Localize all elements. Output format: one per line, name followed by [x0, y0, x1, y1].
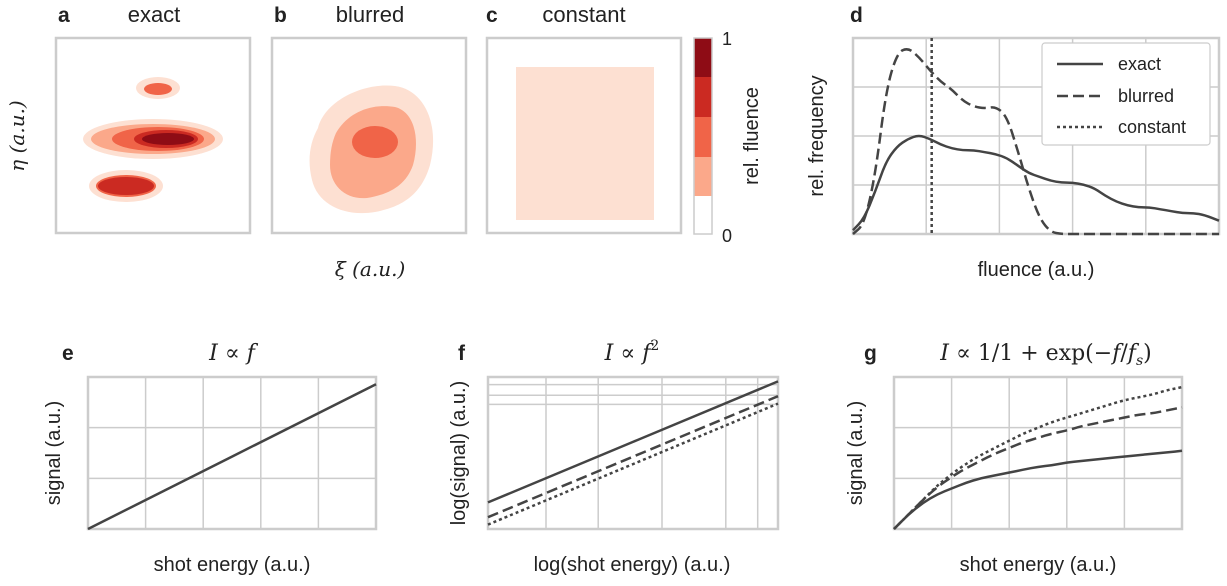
title-g-part: ∝ 1/1 + exp(−: [949, 341, 1112, 366]
contour-xlabel: ξ (a.u.): [335, 257, 406, 281]
panel-letter-c: c: [486, 4, 498, 27]
contour-blob: [144, 83, 172, 95]
title-g-part: s: [1136, 353, 1143, 369]
legend: exact blurred constant: [1041, 42, 1211, 146]
e-xlabel: shot energy (a.u.): [154, 554, 311, 576]
panel-g-plot: [892, 375, 1184, 531]
panel-title-a: exact: [128, 2, 181, 27]
legend-label-blurred: blurred: [1118, 86, 1174, 106]
series-exact: [87, 383, 377, 531]
title-e-part: f: [245, 341, 259, 366]
f-xlabel: log(shot energy) (a.u.): [534, 554, 731, 576]
legend-box: [1041, 42, 1211, 146]
title-g-part: ): [1143, 341, 1152, 366]
panel-title-e: I ∝ f: [208, 341, 259, 366]
panel-letter-a: a: [58, 4, 70, 27]
hist-xlabel: fluence (a.u.): [978, 259, 1095, 281]
colorbar: [693, 37, 713, 235]
panel-f-plot: [486, 375, 780, 531]
colorbar-tick-min: 0: [722, 226, 732, 246]
colorbar-level-4: [694, 38, 712, 77]
hist-ylabel: rel. frequency: [806, 75, 828, 196]
exact-fluence-contours: [83, 77, 223, 202]
contour-blob: [142, 133, 194, 145]
panel-title-g: I ∝ 1/1 + exp(−f/fs): [939, 341, 1151, 369]
title-f-part: I: [604, 341, 615, 366]
panel-letter-f: f: [458, 342, 466, 365]
colorbar-level-0: [694, 196, 712, 234]
panel-letter-b: b: [274, 4, 287, 27]
series-exact: [893, 449, 1183, 530]
panel-title-b: blurred: [336, 2, 404, 27]
g-xlabel: shot energy (a.u.): [960, 554, 1117, 576]
blurred-fluence-contours: [309, 85, 434, 214]
contour-blob: [98, 177, 154, 195]
legend-label-exact: exact: [1118, 54, 1161, 74]
colorbar-frame: [693, 37, 713, 235]
panel-letter-e: e: [62, 342, 74, 365]
series-exact: [852, 134, 1220, 232]
panel-e-plot: [86, 375, 378, 531]
title-f-part: ∝: [613, 341, 642, 366]
f-ylabel: log(signal) (a.u.): [448, 381, 470, 526]
title-g-part: /: [1120, 341, 1128, 366]
contour-blob: [352, 126, 398, 158]
g-ylabel: signal (a.u.): [845, 401, 867, 506]
series-constant: [487, 402, 779, 526]
panel-title-c: constant: [542, 2, 625, 27]
title-f-part: 2: [650, 338, 659, 354]
panel-letter-g: g: [864, 342, 877, 365]
legend-label-constant: constant: [1118, 117, 1186, 137]
contour-ylabel: η (a.u.): [5, 100, 29, 171]
title-g-part: I: [939, 341, 950, 366]
series-blurred: [487, 395, 779, 519]
colorbar-level-1: [694, 157, 712, 196]
title-e-part: ∝: [218, 341, 247, 366]
colorbar-label: rel. fluence: [741, 87, 763, 185]
colorbar-level-3: [694, 77, 712, 117]
colorbar-tick-max: 1: [722, 29, 732, 49]
title-e-part: I: [208, 341, 219, 366]
series-constant: [893, 385, 1183, 530]
panel-letter-d: d: [850, 4, 863, 27]
constant-fluence-square: [516, 67, 654, 220]
panel-title-f: I ∝ f2: [604, 338, 660, 366]
e-ylabel: signal (a.u.): [43, 401, 65, 506]
plot-frame: [892, 375, 1184, 531]
series-exact: [487, 380, 779, 504]
series-blurred: [852, 48, 1219, 236]
colorbar-level-2: [694, 117, 712, 157]
